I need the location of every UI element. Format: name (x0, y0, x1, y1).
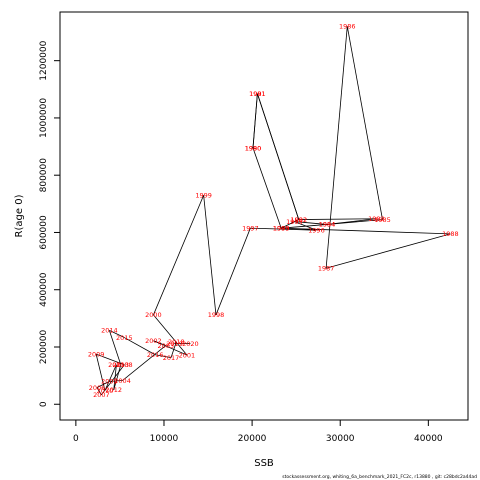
y-tick-label: 1200000 (39, 40, 49, 80)
path-segment-1998-1999 (203, 195, 217, 315)
y-axis-label: R(age 0) (14, 194, 25, 237)
year-label-2018: 2018 (168, 338, 185, 346)
year-label-1980: 1980 (245, 144, 262, 152)
path-segment-2000-2001 (153, 314, 188, 356)
year-label-2000: 2000 (145, 311, 162, 319)
year-label-2019: 2019 (166, 340, 183, 348)
path-segment-1991-1992 (257, 93, 300, 220)
year-label-2012: 2012 (105, 386, 122, 394)
y-axis: 0 200000 400000 600000 800000 1000000 1200000 (39, 40, 60, 407)
path-segment-2011-2012 (113, 364, 117, 390)
y-tick-label: 200000 (39, 330, 49, 365)
x-tick-label: 0 (73, 434, 79, 444)
year-label-2007: 2007 (93, 391, 110, 399)
year-label-2016: 2016 (147, 351, 164, 359)
path-segment-1984-1985 (326, 219, 383, 225)
sr-path-lines (95, 26, 451, 396)
path-segment-2008-2009 (95, 353, 125, 366)
path-segment-2017-2018 (170, 341, 177, 358)
path-segment-2013-2014 (108, 330, 122, 365)
year-labels: 1986 1985 1984 1983 1982 1981 1980 1989 1988 1987… (88, 23, 459, 399)
path-segment-1986-1987 (325, 26, 348, 269)
y-tick-label: 800000 (39, 158, 49, 193)
year-label-1994: 1994 (319, 221, 336, 229)
path-segment-1992-1993 (281, 219, 299, 229)
year-label-1988: 1988 (442, 230, 459, 238)
x-tick-label: 40000 (414, 434, 443, 444)
path-segment-2009-2010 (95, 354, 106, 391)
path-segment-2014-2015 (109, 330, 125, 338)
year-label-1992: 1992 (291, 216, 308, 224)
footer-note: stockassessment.org, whiting_6a_benchmar… (282, 474, 477, 480)
year-label-1984: 1984 (319, 221, 336, 229)
year-label-1999: 1999 (195, 192, 212, 200)
x-tick-label: 10000 (150, 434, 179, 444)
y-tick-label: 400000 (39, 272, 49, 307)
path-segment-2006-2007 (96, 387, 102, 396)
path-segment-1982-1983 (298, 218, 377, 220)
path-segment-1993-1994 (281, 224, 328, 229)
year-label-2002: 2002 (145, 337, 162, 345)
year-label-1997: 1997 (242, 224, 259, 232)
year-label-2009: 2009 (88, 350, 105, 358)
year-label-2008: 2008 (116, 361, 133, 369)
year-label-2013: 2013 (113, 361, 130, 369)
path-segment-1988-1989 (281, 227, 451, 235)
path-segment-1985-1986 (346, 26, 383, 220)
path-segment-1987-1988 (326, 233, 451, 269)
path-segment-1995-1996 (294, 221, 317, 231)
year-label-2006: 2006 (89, 384, 106, 392)
year-label-1998: 1998 (208, 311, 225, 319)
path-segment-2015-2016 (124, 337, 156, 356)
path-segment-2002-2003 (153, 340, 166, 346)
year-label-2014: 2014 (101, 327, 118, 335)
path-segment-1994-1995 (294, 221, 328, 225)
path-segment-1989-1990 (252, 147, 282, 229)
year-label-1993: 1993 (273, 224, 290, 232)
path-segment-1990-1991 (252, 93, 258, 149)
year-label-1996: 1996 (308, 226, 325, 234)
path-segment-2010-2011 (104, 364, 117, 391)
year-label-2001: 2001 (179, 351, 196, 359)
path-segment-2003-2004 (122, 345, 166, 381)
year-label-2004: 2004 (114, 377, 131, 385)
year-label-1986: 1986 (339, 23, 356, 31)
year-label-2005: 2005 (101, 378, 118, 386)
y-tick-label: 1000000 (39, 98, 49, 138)
x-axis: 0 10000 20000 30000 40000 (73, 420, 443, 444)
year-label-1983: 1983 (368, 215, 385, 223)
y-tick-label: 600000 (39, 215, 49, 250)
x-tick-label: 30000 (326, 434, 355, 444)
year-label-2017: 2017 (163, 354, 180, 362)
path-segment-1997-1998 (215, 228, 251, 316)
x-axis-label: SSB (254, 458, 274, 469)
path-segment-2012-2013 (113, 364, 122, 391)
year-label-2003: 2003 (157, 342, 174, 350)
year-label-1989: 1989 (273, 224, 290, 232)
year-label-1987: 1987 (318, 265, 335, 273)
year-label-1981: 1981 (249, 90, 266, 98)
year-label-2015: 2015 (116, 334, 133, 342)
year-label-2011: 2011 (108, 361, 125, 369)
y-tick-label: 0 (39, 401, 49, 407)
year-label-1982: 1982 (291, 216, 308, 224)
path-segment-2016-2017 (155, 354, 172, 358)
year-label-2010: 2010 (97, 387, 114, 395)
year-label-2020: 2020 (182, 340, 199, 348)
year-label-1991: 1991 (249, 90, 266, 98)
year-label-1990: 1990 (245, 144, 262, 152)
path-segment-1996-1997 (250, 227, 317, 231)
year-label-1995: 1995 (286, 218, 303, 226)
x-tick-label: 20000 (238, 434, 267, 444)
path-segment-1999-2000 (153, 195, 205, 316)
year-label-1985: 1985 (374, 216, 391, 224)
plot-frame (59, 11, 469, 421)
